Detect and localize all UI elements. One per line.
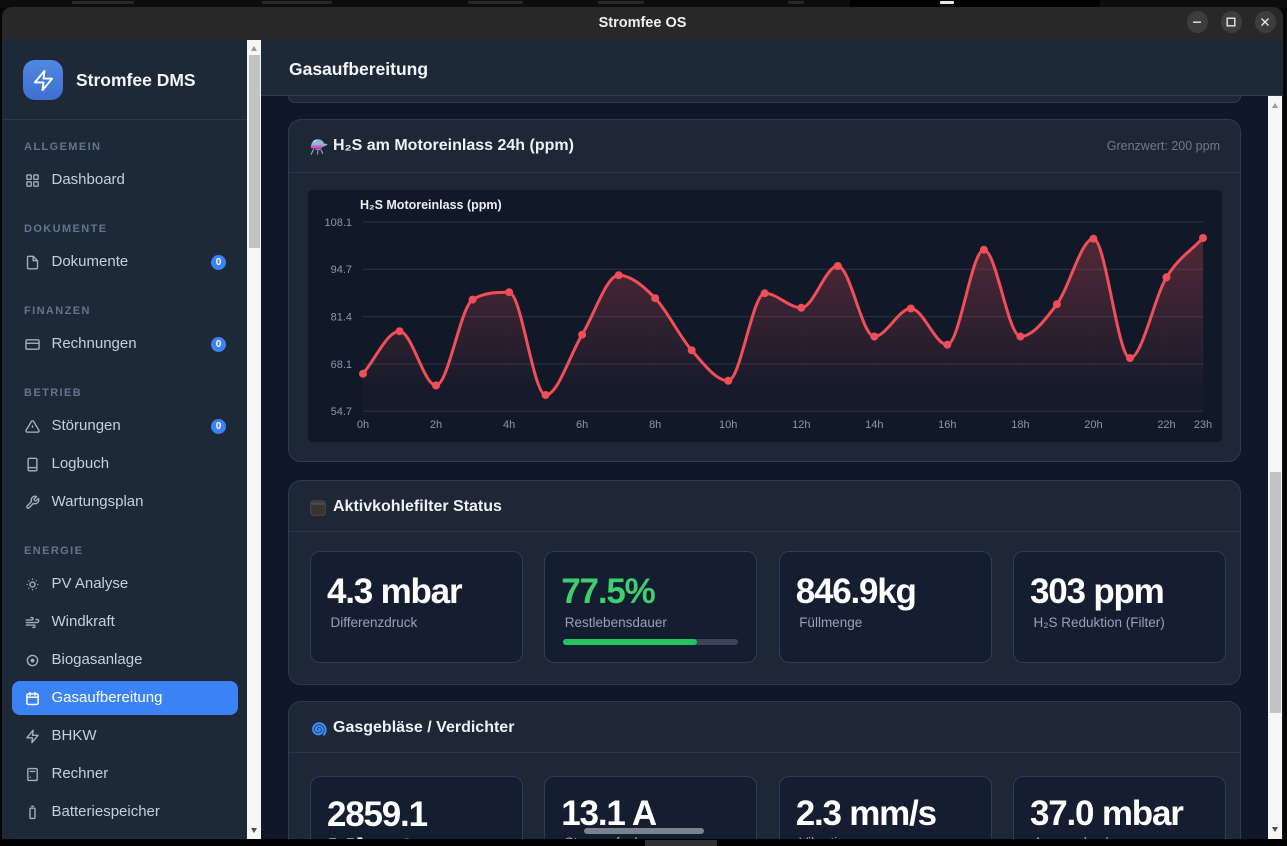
svg-text:2h: 2h <box>430 419 442 431</box>
svg-text:16h: 16h <box>938 419 956 431</box>
svg-text:14h: 14h <box>865 419 883 431</box>
svg-text:68.1: 68.1 <box>331 359 352 371</box>
svg-text:23h: 23h <box>1194 419 1212 431</box>
svg-text:18h: 18h <box>1011 419 1029 431</box>
svg-text:54.7: 54.7 <box>331 406 352 418</box>
svg-text:4h: 4h <box>503 419 515 431</box>
svg-text:10h: 10h <box>719 419 737 431</box>
svg-text:6h: 6h <box>576 419 588 431</box>
svg-text:94.7: 94.7 <box>331 264 352 276</box>
svg-text:H₂S Motoreinlass (ppm): H₂S Motoreinlass (ppm) <box>360 198 502 212</box>
svg-text:20h: 20h <box>1084 419 1102 431</box>
svg-text:8h: 8h <box>649 419 661 431</box>
svg-text:12h: 12h <box>792 419 810 431</box>
svg-text:22h: 22h <box>1157 419 1175 431</box>
svg-text:108.1: 108.1 <box>324 217 352 229</box>
svg-text:81.4: 81.4 <box>331 311 352 323</box>
svg-text:0h: 0h <box>357 419 369 431</box>
